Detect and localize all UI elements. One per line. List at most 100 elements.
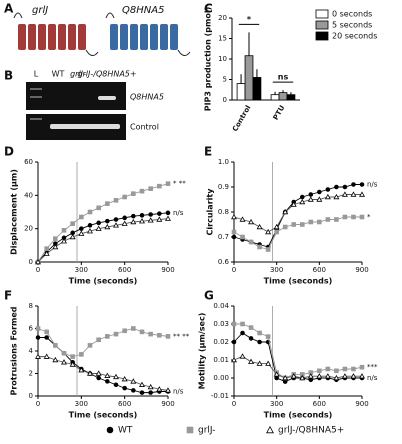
marker xyxy=(52,243,59,250)
marker xyxy=(106,426,114,434)
marker xyxy=(96,375,101,381)
marker xyxy=(87,228,93,234)
series-line xyxy=(233,184,362,248)
marker xyxy=(257,244,262,250)
marker xyxy=(35,326,41,331)
marker xyxy=(342,184,348,190)
marker xyxy=(231,339,237,345)
marker xyxy=(139,188,145,194)
series-line xyxy=(234,323,363,379)
y-axis-title: Displacement (μm) xyxy=(10,169,19,255)
y-tick-label: 20 xyxy=(24,225,33,233)
marker xyxy=(104,223,111,230)
y-axis-title: PIP3 production (pmol) xyxy=(204,7,213,112)
marker xyxy=(130,378,137,384)
marker xyxy=(43,250,50,256)
marker xyxy=(342,366,348,372)
x-tick-label: PTU xyxy=(272,104,287,122)
marker xyxy=(96,205,101,211)
marker xyxy=(334,184,339,190)
marker xyxy=(334,368,339,374)
ladder-band xyxy=(30,88,42,90)
legend-label: WT xyxy=(118,426,133,436)
marker xyxy=(324,193,331,200)
marker xyxy=(350,191,357,197)
y-tick-label: 0.03 xyxy=(213,320,229,328)
annotation: * xyxy=(247,15,252,24)
marker xyxy=(351,366,356,372)
marker xyxy=(35,353,41,359)
marker xyxy=(325,366,331,372)
marker xyxy=(359,182,365,187)
marker xyxy=(299,374,306,381)
marker xyxy=(341,373,348,379)
marker xyxy=(87,209,93,215)
lane-label: WT xyxy=(52,70,65,79)
marker xyxy=(131,388,136,393)
marker xyxy=(95,225,102,231)
band-label: Q8HNA5 xyxy=(130,93,164,102)
marker xyxy=(282,208,289,215)
marker xyxy=(324,373,331,379)
x-tick-label: 600 xyxy=(118,266,131,274)
marker xyxy=(69,233,76,240)
annotation: n/s xyxy=(173,209,184,217)
marker xyxy=(139,381,145,387)
y-tick-label: 8 xyxy=(29,302,33,310)
marker xyxy=(317,368,322,374)
marker xyxy=(231,356,237,363)
x-tick-label: 300 xyxy=(75,400,88,408)
marker xyxy=(316,373,323,379)
marker xyxy=(157,211,162,216)
annotation: *** xyxy=(367,363,378,371)
marker xyxy=(325,187,331,192)
marker xyxy=(239,216,246,222)
marker xyxy=(231,234,237,240)
marker xyxy=(35,258,41,265)
y-tick-label: 0.04 xyxy=(213,302,229,310)
panel-label: E xyxy=(204,145,212,159)
y-tick-label: 4 xyxy=(29,347,34,355)
marker xyxy=(317,189,322,195)
y-tick-label: -0.01 xyxy=(211,392,229,400)
marker xyxy=(87,223,93,228)
marker xyxy=(359,214,365,220)
marker xyxy=(139,329,145,335)
y-tick-label: 5 xyxy=(223,76,227,84)
bar xyxy=(252,77,262,101)
x-tick-label: 900 xyxy=(355,400,368,408)
marker xyxy=(70,221,75,226)
x-tick-label: 0 xyxy=(36,266,40,274)
legend-label: 20 seconds xyxy=(332,32,377,41)
bar xyxy=(286,94,296,101)
marker xyxy=(147,383,154,390)
marker xyxy=(105,201,110,206)
marker xyxy=(105,334,110,339)
marker xyxy=(105,379,110,384)
marker xyxy=(113,222,119,228)
marker xyxy=(265,228,272,235)
marker xyxy=(79,226,84,231)
marker xyxy=(122,385,127,391)
marker xyxy=(274,375,279,381)
marker xyxy=(231,321,237,327)
marker xyxy=(273,371,280,377)
y-tick-label: 10 xyxy=(218,55,227,63)
marker xyxy=(165,210,171,216)
annotation: ** ** xyxy=(173,332,190,340)
marker xyxy=(105,218,110,224)
x-tick-label: 900 xyxy=(161,400,174,408)
marker xyxy=(61,238,67,244)
marker xyxy=(70,354,75,359)
marker xyxy=(299,198,306,205)
marker xyxy=(157,183,162,189)
marker xyxy=(35,335,41,340)
marker xyxy=(282,374,289,381)
lane-label: grlJ-/Q8HNA5+ xyxy=(77,70,136,79)
marker xyxy=(43,353,50,359)
y-tick-label: 1.0 xyxy=(218,158,229,166)
marker xyxy=(44,335,49,340)
marker xyxy=(122,328,127,334)
marker xyxy=(104,372,111,378)
y-tick-label: 0.8 xyxy=(218,208,229,216)
